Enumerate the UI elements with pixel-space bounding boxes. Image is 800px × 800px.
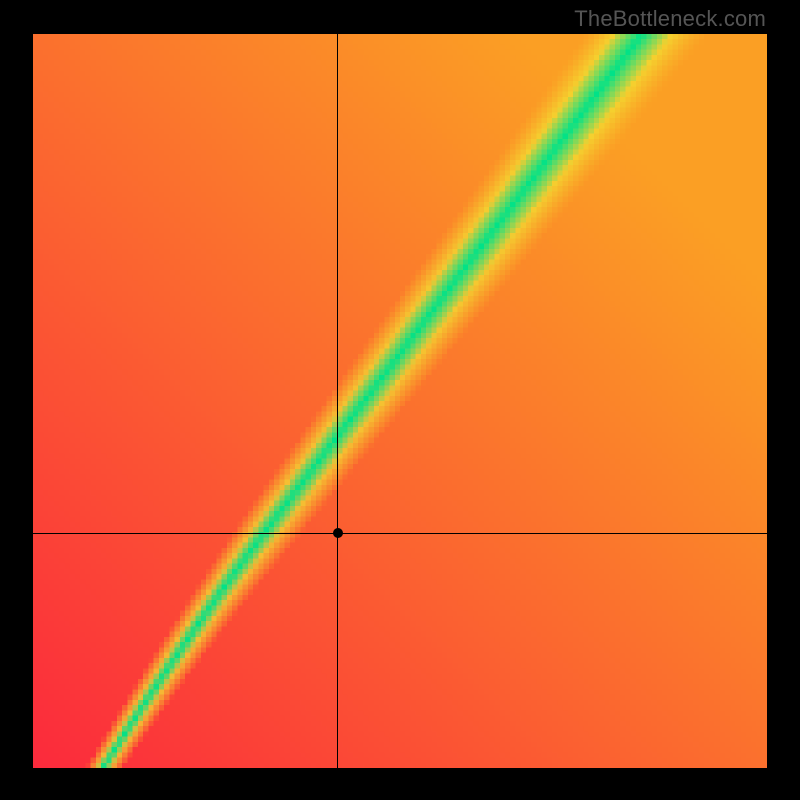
watermark-text: TheBottleneck.com [574, 6, 766, 32]
bottleneck-heatmap [33, 34, 767, 768]
crosshair-vertical [337, 34, 338, 768]
crosshair-horizontal [33, 533, 767, 534]
marker-dot [333, 528, 343, 538]
chart-container: TheBottleneck.com [0, 0, 800, 800]
